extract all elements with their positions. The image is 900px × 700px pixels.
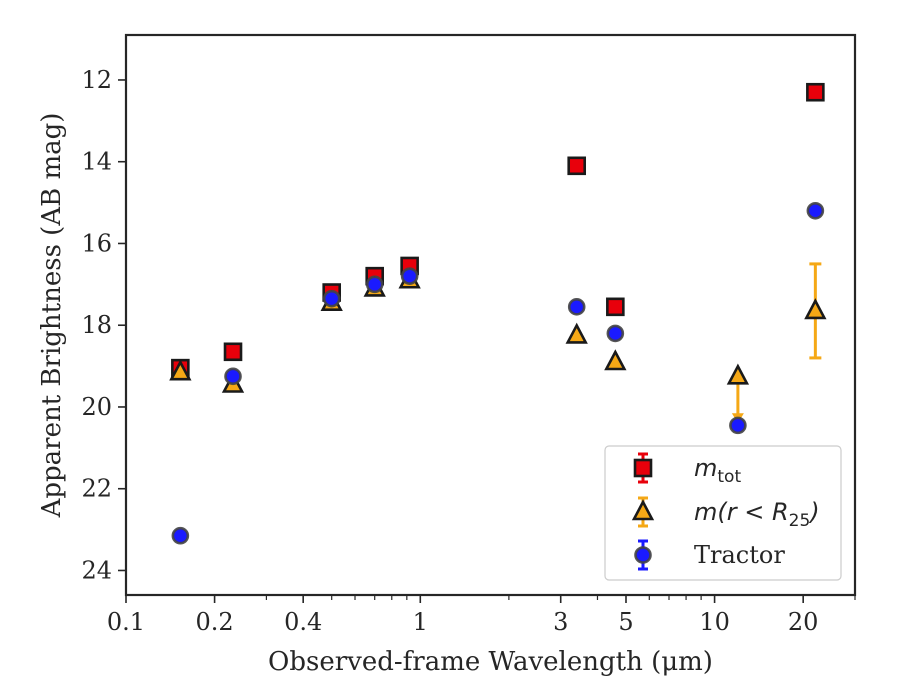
x-axis-label: Observed-frame Wavelength (μm) [268, 647, 713, 677]
x-tick-label: 1 [413, 608, 428, 636]
data-point [169, 359, 192, 381]
x-tick-label: 0.4 [284, 608, 322, 636]
data-point [606, 297, 625, 317]
plot-frame [124, 33, 857, 597]
x-tick-label: 3 [553, 608, 568, 636]
legend-label: Tractor [694, 541, 785, 569]
y-tick-label: 24 [81, 556, 112, 584]
data-point [806, 201, 825, 220]
legend-label: mtot [694, 454, 741, 487]
y-tick-label: 18 [81, 311, 112, 339]
y-tick-label: 12 [81, 66, 112, 94]
y-axis: 12 14 16 18 20 22 24 [81, 66, 126, 584]
y-tick-label: 22 [81, 475, 112, 503]
data-point [604, 349, 627, 371]
y-axis-label: Apparent Brightness (AB mag) [37, 113, 67, 519]
data-point [567, 156, 587, 176]
data-point [565, 322, 588, 344]
y-tick-label: 16 [81, 229, 112, 257]
data-point [224, 367, 242, 386]
x-tick-label: 0.2 [196, 608, 234, 636]
legend-marker [633, 458, 653, 478]
y-tick-label: 20 [81, 393, 112, 421]
x-tick-label: 5 [618, 608, 633, 636]
data-point [606, 324, 625, 343]
data-point [365, 275, 384, 294]
data-point [804, 298, 827, 320]
x-tick-label: 20 [788, 608, 819, 636]
data-point [171, 526, 190, 545]
y-tick-label: 14 [81, 148, 112, 176]
chart-marks [169, 82, 827, 545]
legend-label: m(r < R25) [694, 498, 820, 531]
data-point [567, 298, 586, 316]
x-tick-label: 10 [699, 608, 730, 636]
legend-box [604, 445, 842, 581]
legend: mtot m(r < R25) Tractor [604, 445, 842, 581]
data-point [726, 363, 750, 385]
data-point [322, 289, 341, 308]
data-point [806, 82, 825, 102]
x-axis: 0.1 0.2 0.4 1 3 5 10 20 [107, 595, 856, 636]
x-tick-label: 0.1 [107, 608, 145, 636]
data-point [729, 416, 747, 435]
legend-marker [634, 546, 652, 564]
data-point [223, 342, 243, 362]
legend-marker [631, 499, 655, 521]
data-point [400, 267, 419, 285]
